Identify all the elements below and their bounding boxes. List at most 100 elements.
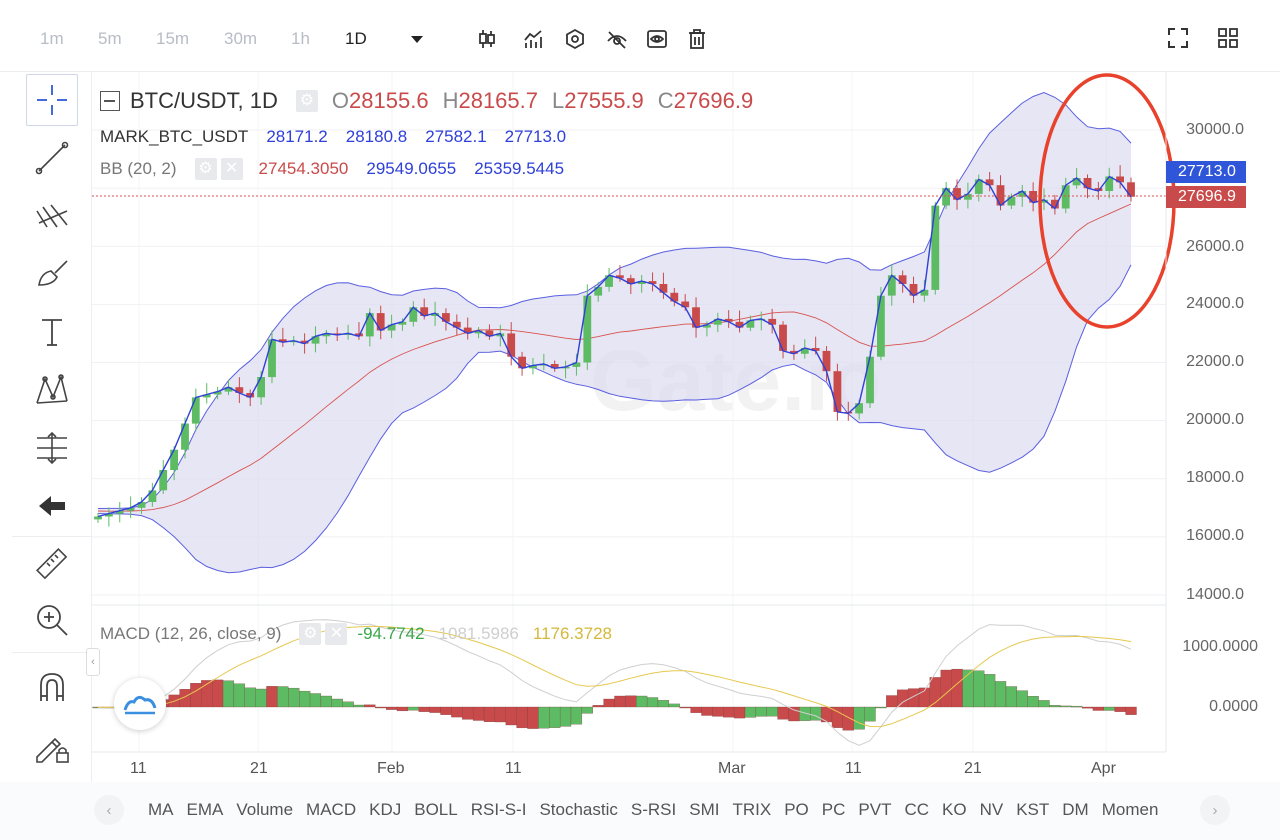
lock-drawing-icon[interactable] — [26, 720, 78, 772]
candle-body — [137, 502, 146, 508]
candle-body — [224, 387, 233, 392]
macd-histogram-bar — [483, 706, 496, 722]
macd-histogram-bar — [657, 700, 670, 708]
macd-histogram-bar — [733, 706, 746, 719]
toolbar-divider — [12, 652, 92, 653]
interval-1h[interactable]: 1h — [291, 29, 310, 48]
macd-histogram-bar — [266, 686, 278, 708]
collapse-legend-icon[interactable] — [100, 91, 120, 111]
indicator-macd[interactable]: MACD — [306, 800, 357, 819]
indicator-po[interactable]: PO — [784, 800, 809, 819]
bollinger-middle-line — [97, 203, 1132, 512]
indicator-cc[interactable]: CC — [904, 800, 930, 819]
indicator-boll[interactable]: BOLL — [414, 800, 458, 819]
hide-drawings-icon[interactable] — [604, 26, 630, 52]
candle-body — [757, 318, 766, 321]
candle-body — [822, 350, 831, 372]
macd-remove-icon[interactable]: ✕ — [325, 623, 348, 645]
open-label: O — [331, 88, 350, 113]
candle-body — [1029, 191, 1037, 203]
candle-body — [735, 321, 744, 328]
layout-grid-icon[interactable] — [1212, 22, 1244, 54]
trash-icon[interactable] — [684, 26, 710, 52]
indicator-smi[interactable]: SMI — [689, 800, 720, 819]
macd-histogram-bar — [831, 706, 844, 728]
pattern-tool-icon[interactable] — [26, 364, 78, 416]
fullscreen-icon[interactable] — [1162, 22, 1194, 54]
indicator-s-rsi[interactable]: S-RSI — [630, 800, 677, 819]
eye-icon[interactable] — [644, 26, 670, 52]
macd-histogram-bar — [570, 706, 583, 725]
macd-line-value: 1081.5986 — [438, 624, 519, 643]
interval-5m[interactable]: 5m — [98, 29, 122, 48]
brush-tool-icon[interactable] — [26, 248, 78, 300]
macd-histogram-bar — [994, 681, 1007, 708]
bb-remove-icon[interactable]: ✕ — [220, 158, 243, 180]
ruler-tool-icon[interactable] — [26, 538, 78, 590]
indicator-ko[interactable]: KO — [942, 800, 967, 819]
macd-histogram-bar — [527, 706, 539, 729]
indicator-stochastic[interactable]: Stochastic — [539, 800, 618, 819]
indicator-nv[interactable]: NV — [979, 800, 1004, 819]
interval-30m[interactable]: 30m — [224, 29, 258, 48]
collapse-arrow-icon[interactable] — [26, 480, 78, 532]
legend-settings-icon[interactable]: ⚙ — [295, 90, 318, 112]
candle-body — [724, 318, 733, 322]
interval-1m[interactable]: 1m — [40, 29, 64, 48]
macd-histogram-bar — [744, 706, 757, 718]
settings-hexagon-icon[interactable] — [562, 26, 588, 52]
low-label: L — [552, 88, 565, 113]
macd-histogram-bar — [440, 706, 452, 715]
fib-lines-tool-icon[interactable] — [26, 190, 78, 242]
trend-line-tool-icon[interactable] — [26, 132, 78, 184]
macd-histogram-bar — [668, 703, 680, 708]
indicator-kdj[interactable]: KDJ — [369, 800, 402, 819]
bollinger-upper-line — [97, 91, 1132, 509]
indicator-kst[interactable]: KST — [1016, 800, 1050, 819]
indicator-rsi-s-i[interactable]: RSI-S-I — [470, 800, 527, 819]
candle-body — [529, 365, 537, 369]
interval-15m[interactable]: 15m — [156, 29, 190, 48]
tradingview-logo-icon[interactable] — [114, 678, 166, 730]
indicator-ema[interactable]: EMA — [186, 800, 224, 819]
candle-body — [202, 394, 211, 398]
indicators-icon[interactable] — [520, 26, 546, 52]
panel-collapse-icon[interactable]: ‹ — [86, 648, 100, 676]
interval-1d[interactable]: 1D — [345, 29, 367, 48]
indicator-scroll-left-icon[interactable]: ‹ — [94, 795, 124, 825]
indicator-pvt[interactable]: PVT — [858, 800, 892, 819]
candle-body — [713, 318, 722, 325]
candle-body — [289, 340, 298, 343]
candle-body — [833, 371, 842, 412]
candle-body — [887, 275, 896, 296]
candle-body — [485, 330, 494, 337]
candle-body — [235, 387, 244, 393]
indicator-trix[interactable]: TRIX — [732, 800, 772, 819]
crosshair-tool-icon[interactable] — [26, 74, 78, 126]
bb-settings-icon[interactable]: ⚙ — [194, 158, 217, 180]
macd-histogram-bar — [462, 706, 474, 720]
measure-tool-icon[interactable] — [26, 422, 78, 474]
indicator-scroll-right-icon[interactable]: › — [1200, 795, 1230, 825]
macd-histogram-bar — [516, 706, 528, 729]
watermark: Gate.io — [590, 333, 882, 429]
indicator-momentum[interactable]: Momen — [1101, 800, 1159, 819]
candle-body — [246, 393, 255, 398]
candle-body — [105, 513, 113, 517]
candle-body — [877, 295, 885, 357]
indicator-volume[interactable]: Volume — [236, 800, 294, 819]
macd-settings-icon[interactable]: ⚙ — [299, 623, 322, 645]
magnet-icon[interactable] — [26, 662, 78, 714]
candlestick-type-icon[interactable] — [474, 26, 500, 52]
indicator-ma[interactable]: MA — [148, 800, 174, 819]
interval-dropdown-icon[interactable] — [404, 26, 430, 52]
macd-histogram-bar — [386, 706, 398, 710]
indicator-dm[interactable]: DM — [1062, 800, 1089, 819]
bb-label: BB (20, 2) — [100, 159, 177, 178]
macd-histogram-bar — [1027, 696, 1039, 708]
text-tool-icon[interactable] — [26, 306, 78, 358]
zoom-in-icon[interactable] — [26, 594, 78, 646]
macd-histogram-bar — [581, 706, 593, 714]
indicator-pc[interactable]: PC — [821, 800, 846, 819]
